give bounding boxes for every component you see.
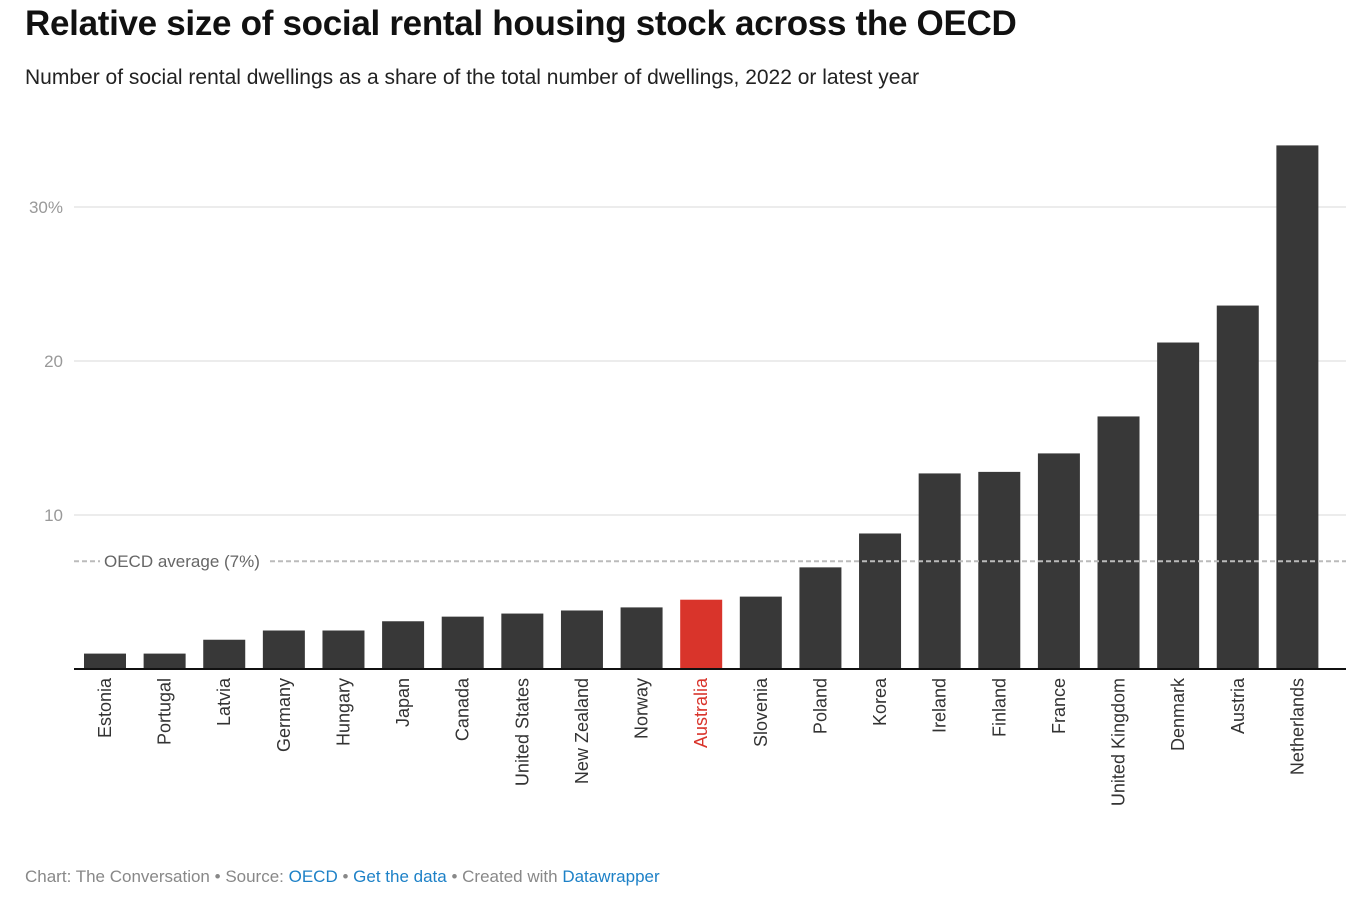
bar-netherlands [1276, 145, 1319, 669]
y-tick-label: 20 [44, 352, 63, 371]
x-tick-label: Korea [870, 677, 890, 726]
datawrapper-link[interactable]: Datawrapper [562, 867, 660, 886]
source-label: Source: [225, 867, 289, 886]
x-tick-label: Latvia [214, 677, 234, 726]
bar-united-kingdom [1097, 416, 1140, 669]
chart-credit: Chart: The Conversation [25, 867, 210, 886]
bar-canada [441, 616, 484, 669]
get-data-link[interactable]: Get the data [353, 867, 447, 886]
bar-latvia [203, 639, 246, 669]
x-tick-label: Canada [453, 677, 473, 741]
x-tick-label: Australia [691, 677, 711, 748]
bar-estonia [84, 653, 126, 669]
separator: • [446, 867, 463, 886]
y-tick-label: 30% [29, 198, 63, 217]
separator: • [337, 867, 354, 886]
bar-germany [262, 630, 305, 669]
bar-finland [978, 471, 1021, 669]
bar-poland [799, 567, 842, 669]
x-tick-label: Finland [989, 678, 1009, 737]
bar-slovenia [739, 596, 782, 669]
bar-japan [382, 621, 425, 669]
x-tick-label: Slovenia [751, 677, 771, 747]
x-tick-label: New Zealand [572, 678, 592, 784]
bar-ireland [918, 473, 961, 669]
bar-korea [859, 533, 902, 669]
bar-austria [1216, 305, 1259, 669]
bar-united-states [501, 613, 544, 669]
bar-denmark [1157, 342, 1200, 669]
x-tick-label: United States [512, 678, 532, 786]
x-tick-label: Ireland [930, 678, 950, 733]
bar-norway [620, 607, 663, 669]
separator: • [209, 867, 226, 886]
x-tick-label: Germany [274, 678, 294, 752]
x-tick-label: France [1049, 678, 1069, 734]
created-label: Created with [462, 867, 563, 886]
footer: Chart: The Conversation • Source: OECD •… [25, 867, 660, 887]
reference-line-label: OECD average (7%) [104, 552, 260, 571]
x-tick-label: United Kingdom [1109, 678, 1129, 806]
source-link[interactable]: OECD [288, 867, 338, 886]
bar-australia [680, 599, 723, 669]
x-tick-label: Netherlands [1287, 678, 1307, 775]
bar-portugal [143, 653, 186, 669]
x-tick-label: Japan [393, 678, 413, 727]
chart-subtitle: Number of social rental dwellings as a s… [25, 66, 920, 89]
x-tick-label: Hungary [333, 678, 353, 746]
x-tick-label: Estonia [95, 677, 115, 738]
x-tick-label: Poland [810, 678, 830, 734]
x-tick-label: Austria [1228, 677, 1248, 734]
chart-title: Relative size of social rental housing s… [25, 4, 1017, 43]
bar-hungary [322, 630, 365, 669]
x-tick-label: Portugal [155, 678, 175, 745]
x-tick-label: Denmark [1168, 677, 1188, 751]
bar-new-zealand [560, 610, 603, 669]
y-tick-label: 10 [44, 506, 63, 525]
x-tick-label: Norway [632, 678, 652, 739]
